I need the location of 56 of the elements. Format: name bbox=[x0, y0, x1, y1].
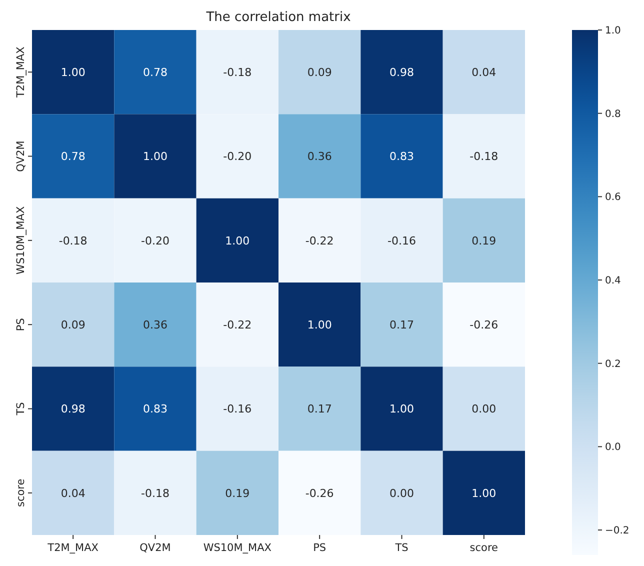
data-label: -0.22 bbox=[223, 318, 252, 332]
data-label: 1.00 bbox=[307, 318, 332, 332]
x-tick-label: WS10M_MAX bbox=[203, 542, 272, 554]
color-bar-label: 0.0 bbox=[605, 442, 621, 454]
color-bar-label: 0.6 bbox=[605, 192, 621, 204]
data-label: -0.16 bbox=[388, 234, 416, 248]
y-tick-label: T2M_MAX bbox=[15, 46, 27, 99]
y-tick-label: score bbox=[15, 478, 27, 508]
data-label: -0.18 bbox=[223, 66, 252, 79]
data-label: 0.04 bbox=[60, 486, 86, 500]
data-label: 1.00 bbox=[472, 486, 496, 500]
x-tick-label: score bbox=[470, 542, 498, 554]
data-label: 0.98 bbox=[390, 66, 414, 79]
y-tick-label: TS bbox=[15, 402, 27, 416]
data-label: -0.26 bbox=[470, 318, 498, 332]
data-label: -0.18 bbox=[58, 234, 88, 248]
x-tick-label: TS bbox=[394, 542, 409, 554]
data-label: -0.26 bbox=[305, 486, 334, 500]
data-label: 0.00 bbox=[390, 486, 414, 500]
color-bar-label: 0.4 bbox=[605, 276, 621, 286]
data-label: 0.00 bbox=[472, 402, 496, 416]
data-label: 0.19 bbox=[472, 234, 496, 248]
color-bar-label: 0.2 bbox=[605, 358, 621, 370]
data-label: 0.36 bbox=[307, 150, 332, 164]
data-label: 1.00 bbox=[225, 234, 250, 248]
data-label: 0.09 bbox=[60, 318, 86, 332]
y-tick-label: PS bbox=[15, 318, 27, 332]
data-label: 0.09 bbox=[307, 66, 332, 79]
data-label: -0.22 bbox=[305, 234, 334, 248]
data-label: -0.16 bbox=[223, 402, 252, 416]
data-label: 1.00 bbox=[60, 66, 86, 79]
data-label: -0.18 bbox=[141, 486, 170, 500]
y-tick-label: WS10M_MAX bbox=[15, 206, 27, 274]
data-label: 1.00 bbox=[143, 150, 168, 164]
data-label: 0.83 bbox=[390, 150, 414, 164]
x-tick-label: T2M_MAX bbox=[46, 542, 99, 554]
data-label: 0.04 bbox=[472, 66, 496, 79]
x-tick-label: QV2M bbox=[140, 542, 171, 554]
y-tick-label: QV2M bbox=[15, 140, 27, 172]
x-tick-label: PS bbox=[313, 542, 326, 554]
data-label: 0.19 bbox=[225, 486, 250, 500]
color-bar-label: 1.0 bbox=[605, 26, 621, 36]
data-label: 0.98 bbox=[60, 402, 86, 416]
chart-title: The correlation matrix bbox=[205, 10, 352, 25]
data-label: -0.18 bbox=[470, 150, 498, 164]
data-label: 0.17 bbox=[307, 402, 332, 416]
data-label: 0.78 bbox=[143, 66, 168, 79]
data-label: 0.83 bbox=[143, 402, 168, 416]
data-label: -0.20 bbox=[223, 150, 252, 164]
data-label: 1.00 bbox=[390, 402, 414, 416]
data-label: 0.36 bbox=[143, 318, 168, 332]
color-bar-label: 0.8 bbox=[605, 108, 621, 120]
data-label: 0.17 bbox=[390, 318, 414, 332]
data-label: 0.78 bbox=[60, 150, 86, 164]
color-bar-label: −0.2 bbox=[605, 526, 630, 536]
data-label: -0.20 bbox=[141, 234, 170, 248]
